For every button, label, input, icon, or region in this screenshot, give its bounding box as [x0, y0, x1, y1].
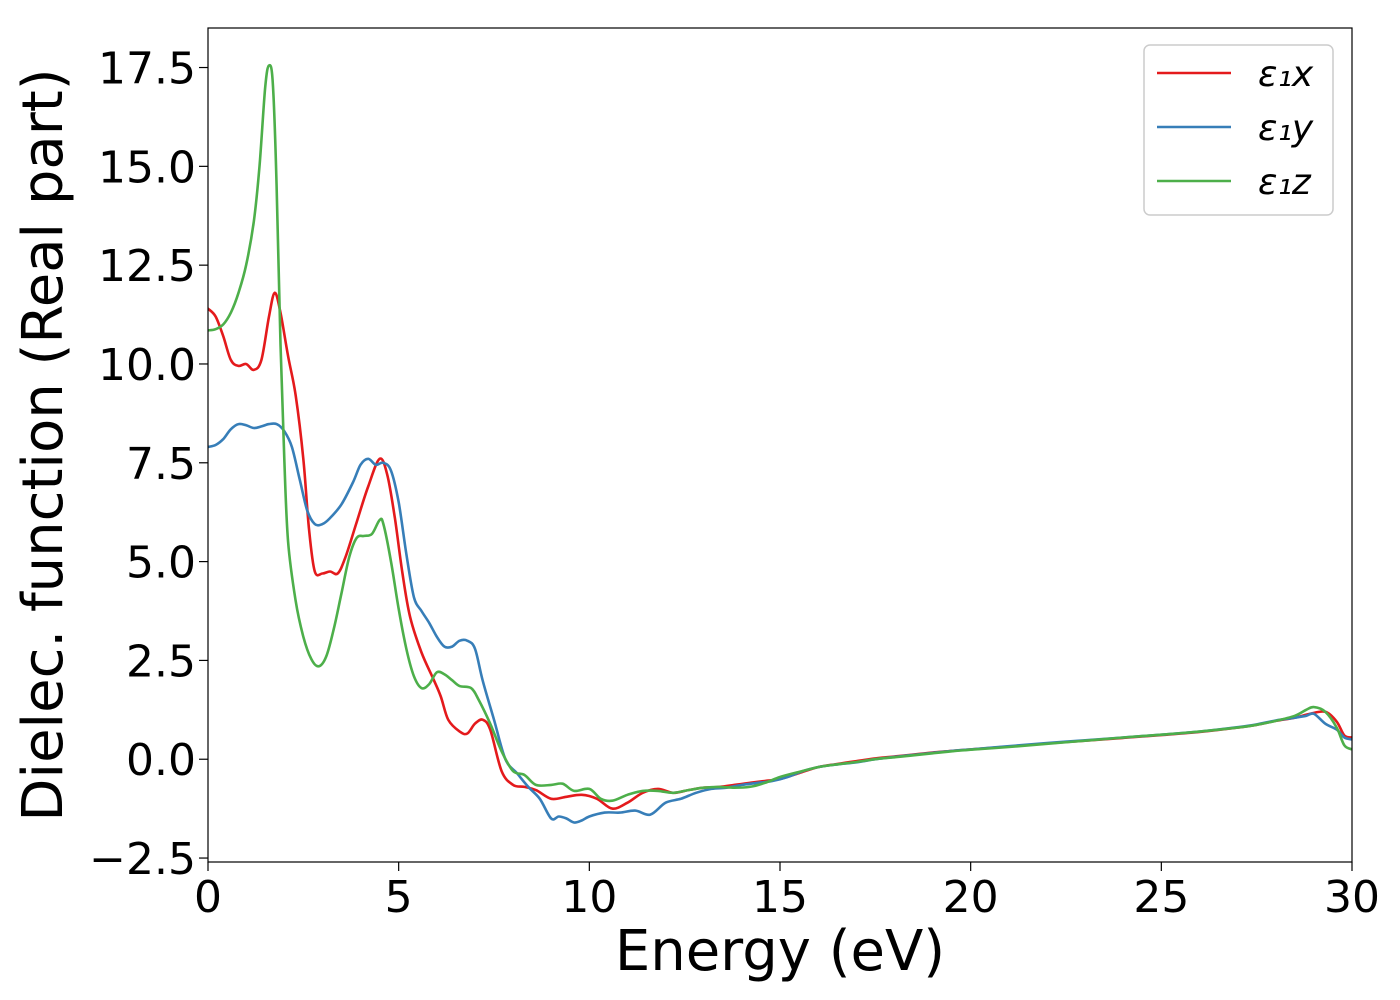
x-tick-label: 30 [1324, 872, 1380, 923]
y-tick-label: 2.5 [126, 636, 196, 687]
y-tick-label: 5.0 [126, 538, 196, 589]
x-tick-label: 5 [385, 872, 413, 923]
legend-label-eps1-x: ε₁x [1258, 54, 1314, 95]
legend-label-eps1-z: ε₁z [1258, 162, 1312, 203]
legend: ε₁x ε₁y ε₁z [1143, 44, 1334, 216]
y-tick-label: 7.5 [126, 439, 196, 490]
series-layer [208, 63, 1352, 824]
y-axis: −2.5 0.0 2.5 5.0 7.5 10.0 12.5 15.0 17.5 [89, 44, 208, 885]
x-axis-label: Energy (eV) [615, 919, 945, 984]
y-tick-label: 0.0 [126, 735, 196, 786]
legend-label-eps1-y: ε₁y [1258, 108, 1314, 149]
y-tick-label: 10.0 [98, 340, 196, 391]
legend-box [1143, 44, 1334, 216]
y-tick-label: 15.0 [98, 142, 196, 193]
x-axis: 0 5 10 15 20 25 30 [194, 862, 1380, 923]
y-tick-label: 12.5 [98, 241, 196, 292]
x-tick-label: 10 [561, 872, 617, 923]
x-tick-label: 25 [1133, 872, 1189, 923]
y-axis-label: Dielec. function (Real part) [11, 68, 76, 821]
y-tick-label: −2.5 [89, 834, 196, 885]
x-tick-label: 15 [752, 872, 808, 923]
x-tick-label: 20 [943, 872, 999, 923]
y-tick-label: 17.5 [98, 44, 196, 95]
series-line-eps1-z [208, 63, 1352, 803]
x-tick-label: 0 [194, 872, 222, 923]
